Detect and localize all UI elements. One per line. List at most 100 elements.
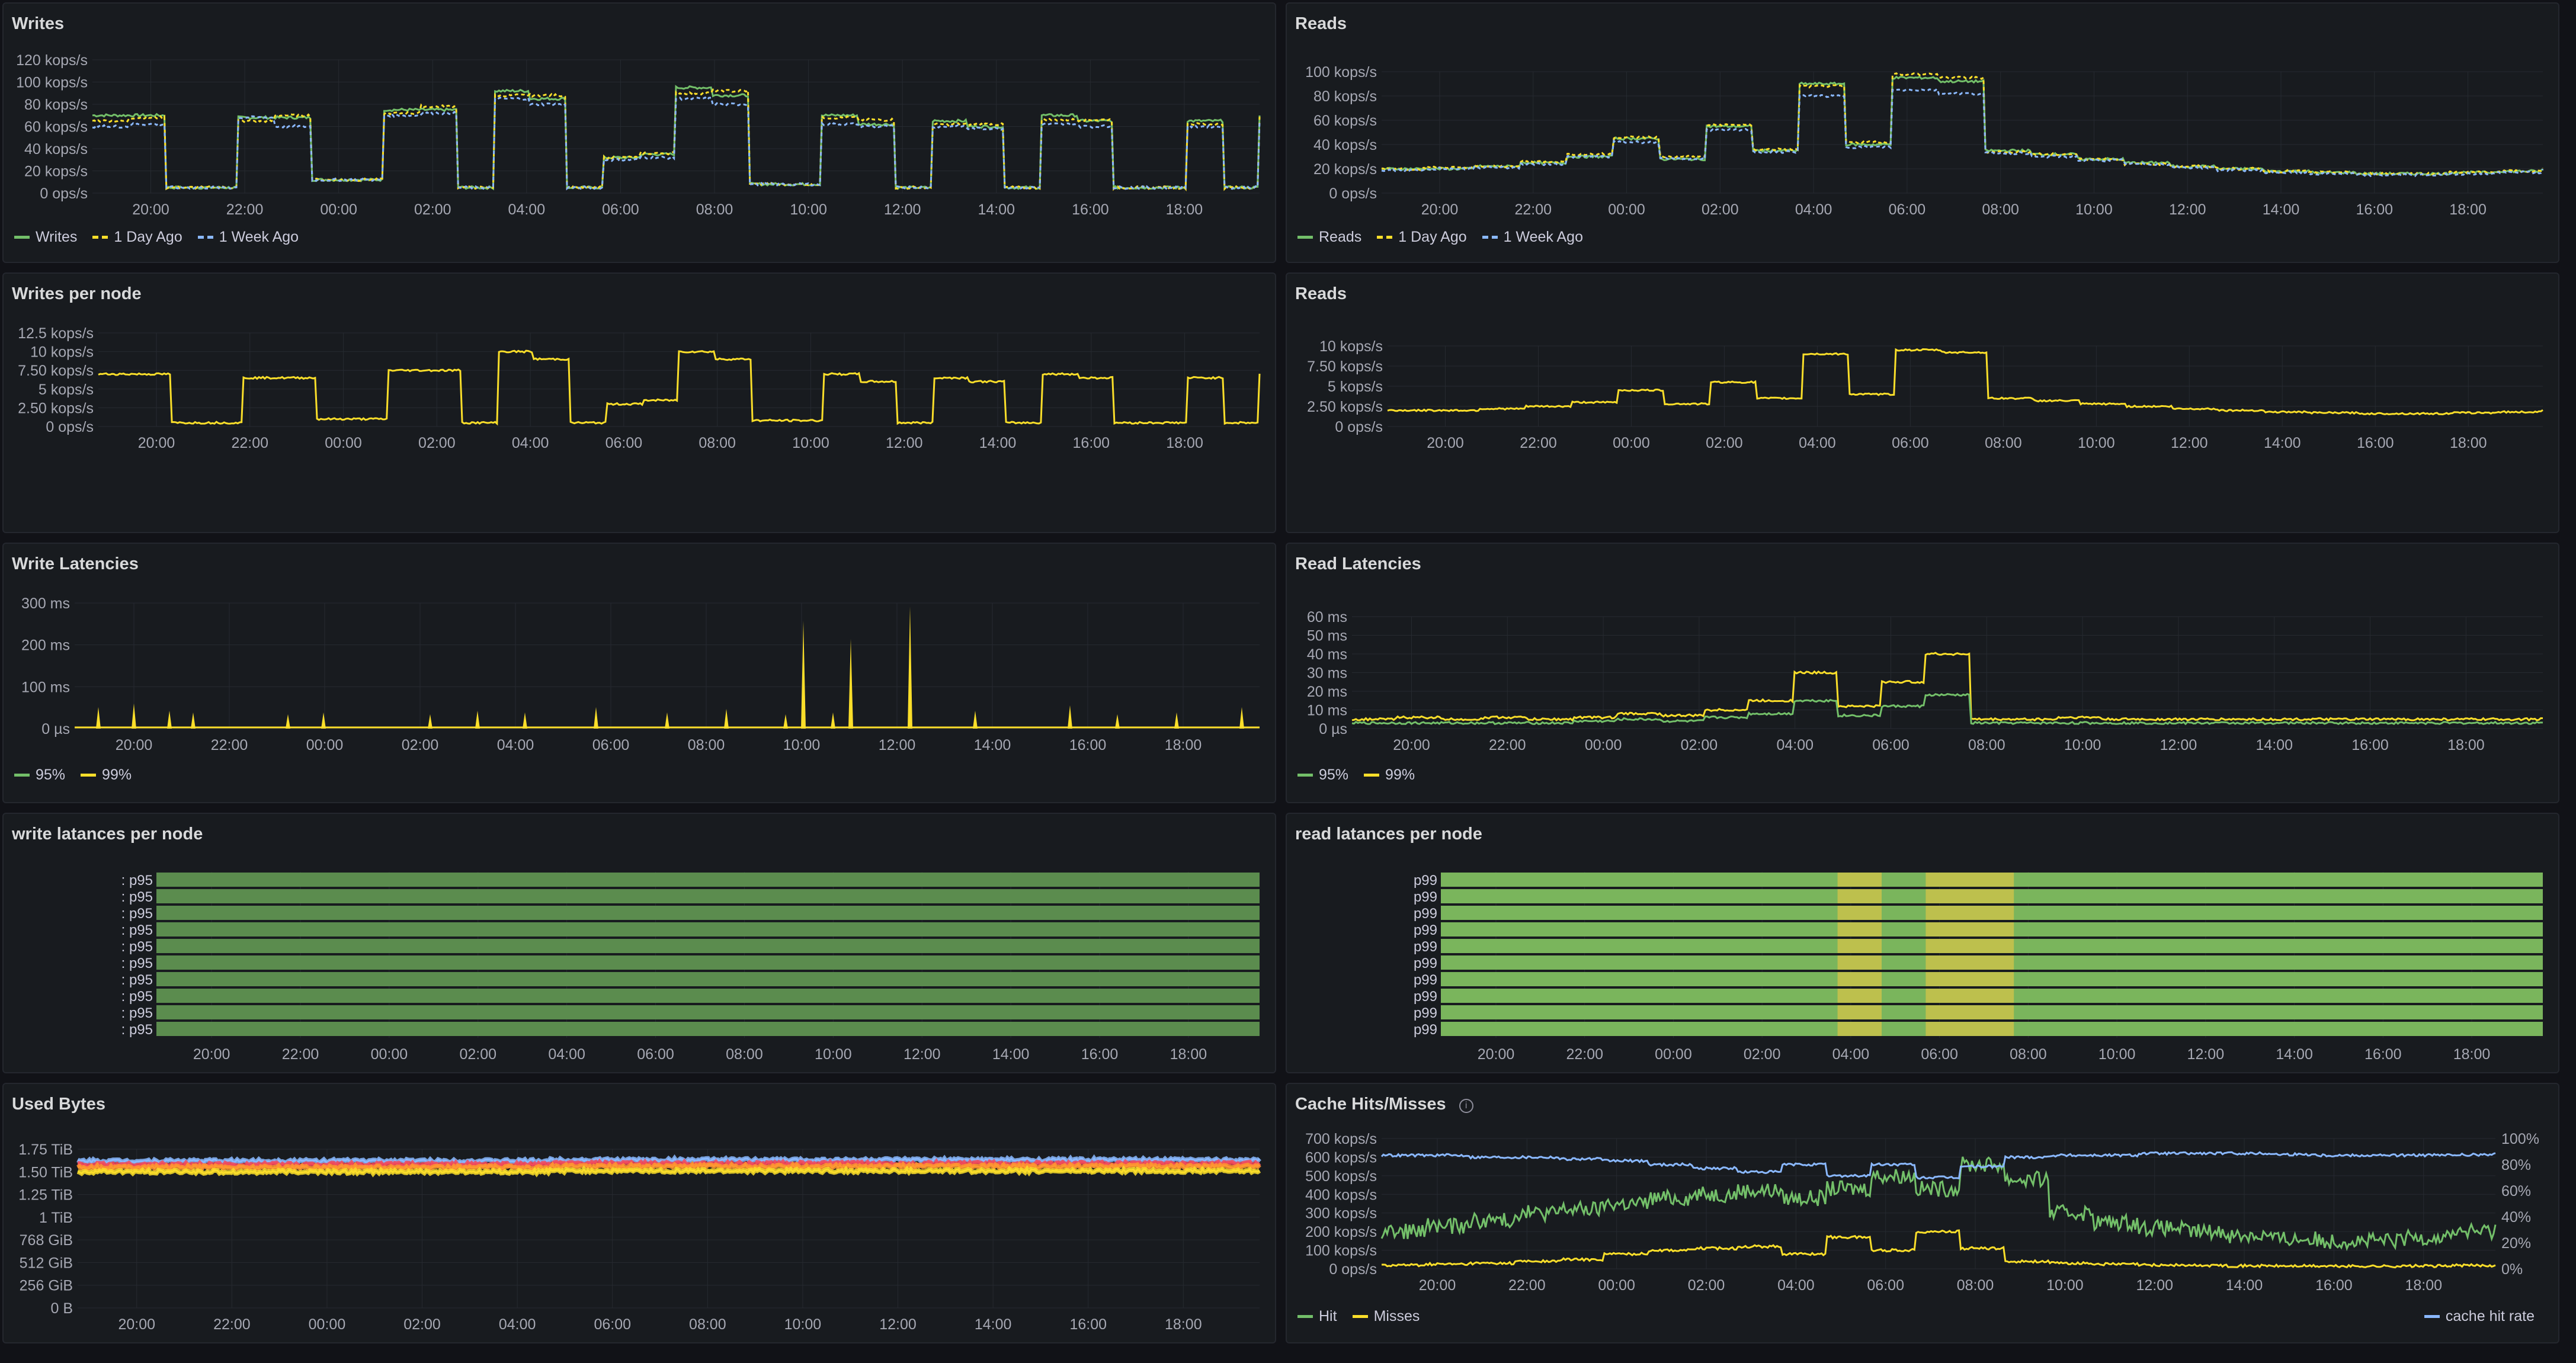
legend-label: 1 Week Ago	[1503, 229, 1583, 245]
x-tick-label: 02:00	[403, 1316, 441, 1333]
panel-write-latencies[interactable]: Write Latencies 20:00 22:00 00:00 02:00 04:0…	[2, 543, 1276, 803]
x-tick-label: 02:00	[1744, 1046, 1781, 1063]
legend-item[interactable]: 99%	[81, 767, 132, 784]
row-label: p99	[1414, 906, 1437, 922]
x-tick-label: 06:00	[592, 737, 630, 753]
legend-label: Writes	[36, 229, 78, 245]
x-tick-label: 00:00	[371, 1046, 408, 1063]
x-tick-label: 00:00	[1613, 435, 1650, 451]
legend-item[interactable]: 1 Week Ago	[1482, 229, 1583, 246]
legend-label: 1 Week Ago	[219, 229, 299, 245]
series-line	[1387, 348, 2543, 416]
x-tick-label: 00:00	[1608, 201, 1645, 218]
series-band	[77, 1158, 1261, 1170]
y-tick-label: 0 µs	[1319, 721, 1347, 737]
legend-label: 99%	[102, 767, 132, 783]
x-tick-label: 10:00	[792, 435, 829, 451]
x-tick-label: 18:00	[1166, 201, 1203, 218]
panel-reads[interactable]: Reads 20:00 22:00 00:00 02:00 04:00 06:00 08:0…	[1286, 2, 2559, 263]
y-tick-label: 20 kops/s	[1313, 161, 1377, 178]
legend-label: 1 Day Ago	[114, 229, 182, 245]
y-tick-label: 0 ops/s	[1329, 185, 1377, 202]
panel-writes[interactable]: Writes 20:00 22:00 00:00 02:00 04:00 06:00 08:…	[2, 2, 1276, 263]
legend: Writes 1 Day Ago 1 Week Ago	[14, 229, 299, 246]
panel-write-latencies-per-node[interactable]: write latances per node 20:00 22:00 00:00 0…	[2, 813, 1276, 1073]
x-tick-label: 06:00	[637, 1046, 674, 1063]
legend-item[interactable]: 99%	[1364, 767, 1415, 784]
x-tick-label: 22:00	[282, 1046, 319, 1063]
legend-item[interactable]: 95%	[14, 767, 65, 784]
panel-cache-hits-misses[interactable]: Cache Hits/Misses i 20:00 22:00 00:00 02:00 0…	[1286, 1083, 2559, 1343]
y-tick-label: 0 ops/s	[1335, 419, 1383, 435]
x-tick-label: 16:00	[1069, 1316, 1107, 1333]
legend-item[interactable]: 1 Week Ago	[197, 229, 299, 246]
x-tick-label: 20:00	[1427, 435, 1464, 451]
panel-title: Write Latencies	[12, 554, 139, 573]
y-tick-label: 200 kops/s	[1305, 1224, 1377, 1240]
legend-item[interactable]: Reads	[1297, 229, 1361, 246]
x-tick-label: 14:00	[974, 737, 1011, 753]
x-tick-label: 12:00	[886, 435, 923, 451]
x-tick-label: 22:00	[213, 1316, 251, 1333]
latency-spike	[1174, 712, 1179, 729]
x-tick-label: 22:00	[226, 201, 264, 218]
panel-title: Writes per node	[12, 284, 142, 303]
legend-label: 95%	[36, 767, 66, 783]
panel-reads-per-node[interactable]: Reads 20:00 22:00 00:00 02:00 04:00 06:00 08:0…	[1286, 272, 2559, 533]
heatmap-row	[156, 889, 1260, 903]
panel-used-bytes[interactable]: Used Bytes 20:00 22:00 00:00 02:00 04:00 06:0…	[2, 1083, 1276, 1343]
legend: Reads 1 Day Ago 1 Week Ago	[1297, 229, 1583, 246]
x-tick-label: 06:00	[1892, 435, 1929, 451]
latency-spike	[908, 607, 912, 729]
panel-read-latencies[interactable]: Read Latencies 20:00 22:00 00:00 02:00 04:00…	[1286, 543, 2559, 803]
legend-item[interactable]: 1 Day Ago	[92, 229, 182, 246]
y-tick-label: 60 kops/s	[24, 119, 88, 136]
legend-item[interactable]: Hit	[1297, 1308, 1337, 1325]
series-line	[1380, 1156, 2497, 1252]
legend-item[interactable]: 95%	[1297, 767, 1348, 784]
heatmap-hot-band	[1837, 939, 1882, 953]
x-tick-label: 22:00	[211, 737, 248, 753]
x-tick-label: 14:00	[979, 435, 1017, 451]
legend-item[interactable]: cache hit rate	[2424, 1308, 2535, 1325]
heatmap-row	[156, 972, 1260, 986]
legend-swatch	[1297, 774, 1313, 777]
legend-item[interactable]: Writes	[14, 229, 77, 246]
legend-label: 99%	[1385, 767, 1415, 783]
heatmap-hot-band	[1837, 922, 1882, 937]
series-line	[92, 96, 1261, 191]
heatmap-hot-band	[1925, 1022, 2014, 1036]
x-tick-label: 06:00	[1867, 1277, 1904, 1294]
y-tick-label: 0 ops/s	[46, 419, 94, 435]
y-tick-label: 512 GiB	[20, 1255, 73, 1271]
y-tick-label: 12.5 kops/s	[18, 325, 94, 342]
x-tick-label: 04:00	[497, 737, 534, 753]
legend-label: cache hit rate	[2445, 1308, 2535, 1324]
y-tick-label: 30 ms	[1307, 665, 1347, 682]
x-tick-label: 20:00	[116, 737, 153, 753]
y-right-tick-label: 100%	[2501, 1131, 2539, 1147]
latency-spike	[286, 714, 290, 729]
legend-label: 1 Day Ago	[1398, 229, 1467, 245]
panel-read-latencies-per-node[interactable]: read latances per node 20:00 22:00 00:00 02…	[1286, 813, 2559, 1073]
panel-writes-per-node[interactable]: Writes per node 20:00 22:00 00:00 02:00 04:0…	[2, 272, 1276, 533]
x-tick-label: 14:00	[2226, 1277, 2263, 1294]
heatmap-row	[156, 1005, 1260, 1019]
series-line	[1351, 692, 2543, 726]
row-label: p99	[1414, 873, 1437, 889]
heatmap-hot-band	[1925, 972, 2014, 986]
panel-title: read latances per node	[1295, 825, 1482, 844]
y-tick-label: 80 kops/s	[24, 97, 88, 113]
x-tick-label: 08:00	[688, 737, 725, 753]
panel-title: Cache Hits/Misses i	[1295, 1095, 1473, 1114]
y-tick-label: 0 µs	[41, 721, 70, 737]
heatmap-hot-band	[1837, 889, 1882, 903]
y-tick-label: 0 ops/s	[40, 185, 88, 202]
info-icon[interactable]: i	[1459, 1099, 1473, 1113]
latency-spike	[191, 712, 196, 729]
y-tick-label: 20 kops/s	[24, 163, 88, 180]
series-band	[76, 1165, 1261, 1178]
legend-item[interactable]: Misses	[1352, 1308, 1420, 1325]
legend-item[interactable]: 1 Day Ago	[1377, 229, 1467, 246]
x-tick-label: 20:00	[1478, 1046, 1515, 1063]
